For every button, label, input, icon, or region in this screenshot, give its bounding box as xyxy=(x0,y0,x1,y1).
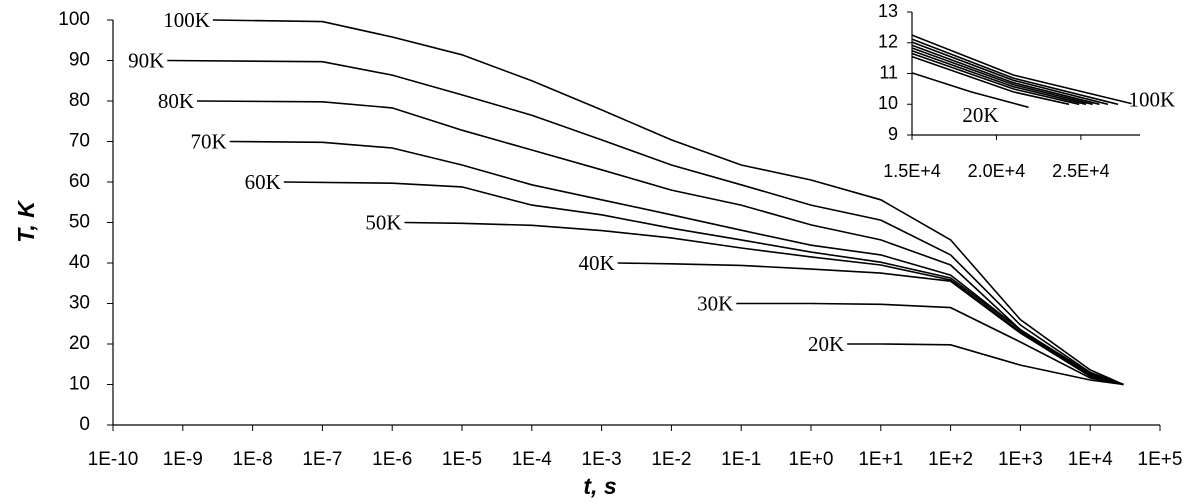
series-label: 100K xyxy=(1129,87,1176,111)
series-label: 70K xyxy=(191,129,227,153)
x-tick-label: 1E+4 xyxy=(1068,449,1113,470)
y-tick-label: 13 xyxy=(878,1,898,21)
y-tick-label: 50 xyxy=(69,212,90,233)
series-line xyxy=(911,49,1087,106)
series-line xyxy=(911,34,1132,105)
x-tick-label: 1E+1 xyxy=(858,449,903,470)
series-line xyxy=(911,52,1080,106)
x-tick-label: 1E-7 xyxy=(302,449,342,470)
y-tick-label: 90 xyxy=(69,50,90,71)
series-label: 20K xyxy=(962,103,998,127)
x-tick-label: 1E-6 xyxy=(372,449,412,470)
series-line xyxy=(911,47,1093,106)
x-tick-label: 1E-1 xyxy=(721,449,761,470)
y-tick-label: 9 xyxy=(888,124,898,144)
y-tick-label: 0 xyxy=(79,414,90,435)
x-tick-label: 2.0E+4 xyxy=(968,161,1026,181)
y-tick-label: 11 xyxy=(879,62,898,82)
series-label: 50K xyxy=(365,210,401,234)
series-line xyxy=(283,181,1124,386)
y-tick-label: 40 xyxy=(69,252,90,273)
series-label: 100K xyxy=(163,8,210,32)
x-tick-label: 1E+5 xyxy=(1138,449,1183,470)
y-tick-label: 10 xyxy=(69,374,90,395)
y-tick-label: 10 xyxy=(878,93,898,113)
series-label: 60K xyxy=(245,170,281,194)
y-axis-title: T, K xyxy=(13,200,39,243)
series-line xyxy=(736,302,1124,386)
y-tick-label: 20 xyxy=(69,333,90,354)
y-tick-label: 70 xyxy=(69,131,90,152)
x-tick-label: 1E+0 xyxy=(789,449,834,470)
series-label: 90K xyxy=(128,48,164,72)
y-tick-label: 80 xyxy=(69,90,90,111)
x-tick-label: 1E+2 xyxy=(928,449,973,470)
series-line xyxy=(167,59,1124,386)
x-tick-label: 1.5E+4 xyxy=(883,161,941,181)
series-label: 80K xyxy=(158,89,194,113)
series-line xyxy=(196,100,1124,386)
series-label: 20K xyxy=(808,332,844,356)
x-tick-label: 1E-4 xyxy=(512,449,553,470)
series-line xyxy=(617,262,1124,386)
series-line xyxy=(911,41,1109,106)
series-line xyxy=(847,343,1124,386)
x-tick-label: 1E-3 xyxy=(582,449,622,470)
series-line xyxy=(212,19,1124,386)
x-tick-label: 1E-9 xyxy=(163,449,203,470)
series-line xyxy=(911,72,1029,109)
y-tick-label: 100 xyxy=(58,9,90,30)
series-line xyxy=(911,55,1070,106)
x-tick-label: 1E+3 xyxy=(998,449,1043,470)
x-tick-label: 1E-5 xyxy=(442,449,482,470)
series-label: 40K xyxy=(579,251,615,275)
x-tick-label: 1E-2 xyxy=(651,449,691,470)
x-tick-label: 1E-8 xyxy=(233,449,273,470)
x-axis-title: t, s xyxy=(583,473,616,499)
series-line xyxy=(911,38,1119,106)
series-label: 30K xyxy=(697,291,733,315)
x-tick-label: 1E-10 xyxy=(88,449,139,470)
y-tick-label: 12 xyxy=(878,32,898,52)
series-line xyxy=(911,44,1100,106)
series-line xyxy=(404,221,1124,386)
y-tick-label: 30 xyxy=(69,293,90,314)
x-tick-label: 2.5E+4 xyxy=(1052,161,1110,181)
y-tick-label: 60 xyxy=(69,171,90,192)
